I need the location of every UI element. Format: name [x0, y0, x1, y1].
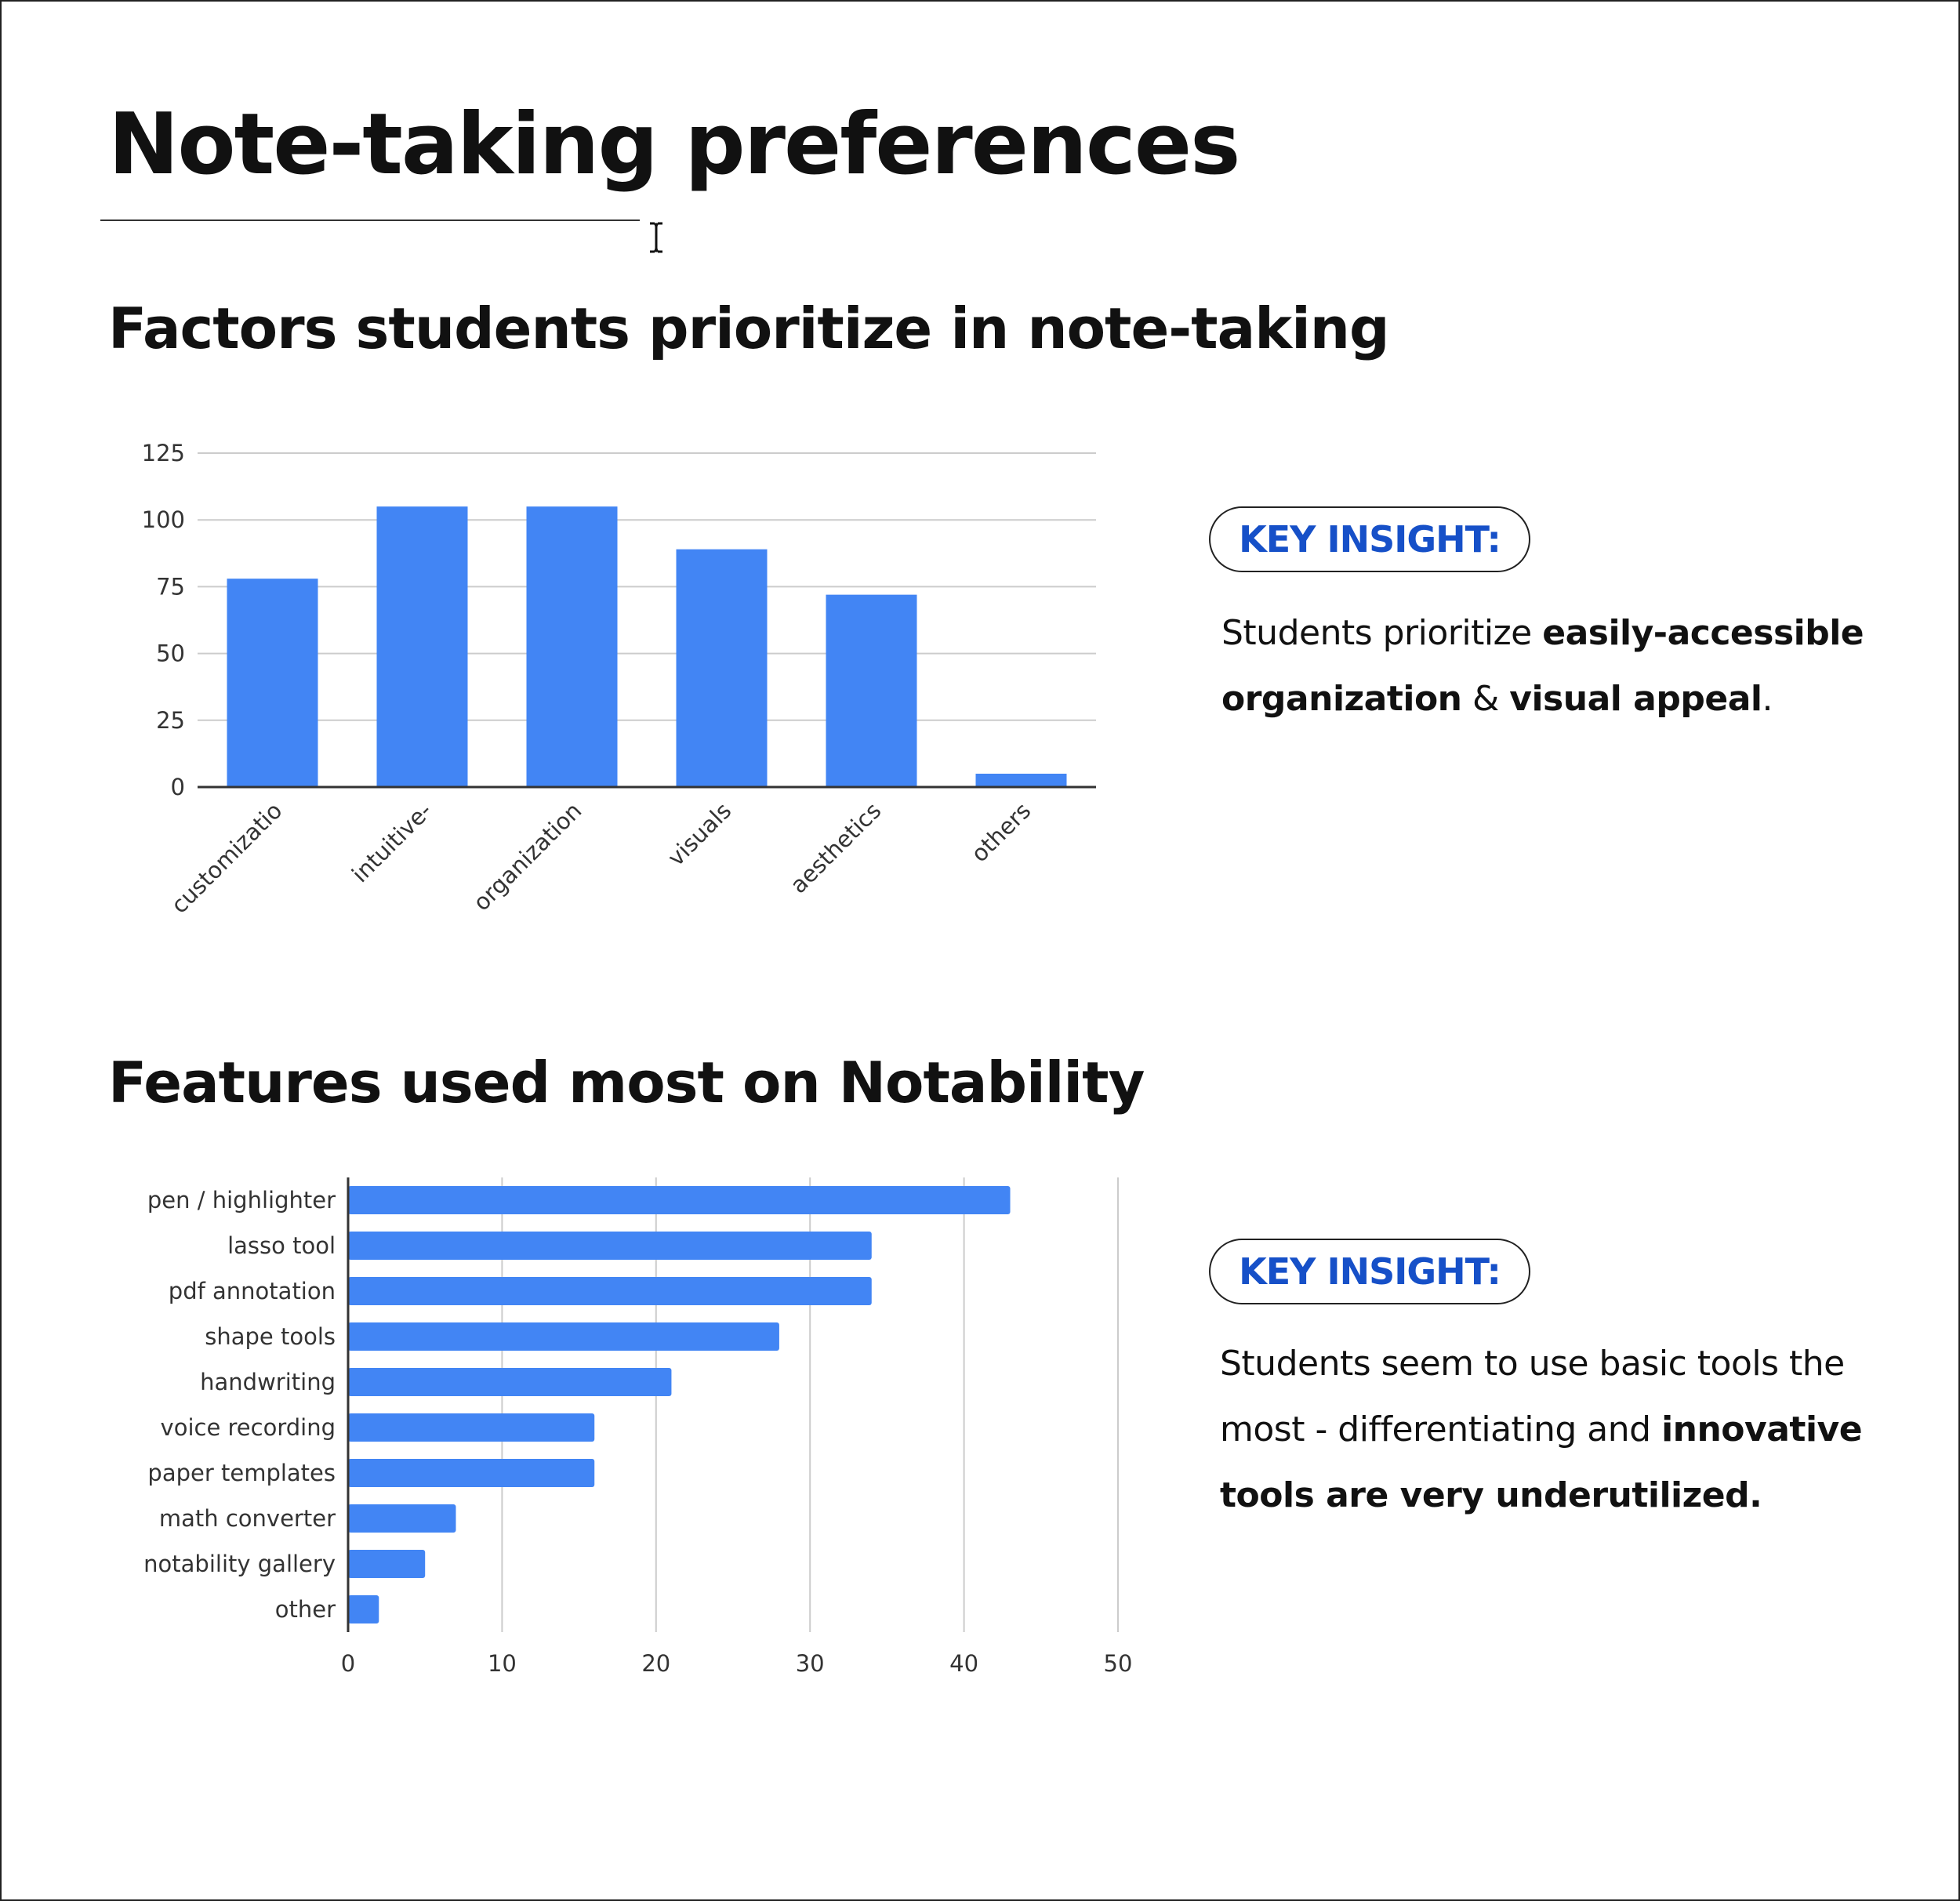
bar	[227, 579, 318, 787]
bar	[348, 1413, 595, 1442]
bar	[975, 773, 1067, 787]
y-tick-label: 100	[142, 506, 185, 533]
y-category-label: handwriting	[200, 1369, 336, 1395]
bar	[376, 506, 468, 787]
x-category-label: visuals	[662, 797, 737, 872]
bar	[348, 1550, 426, 1578]
y-category-label: math converter	[159, 1505, 336, 1532]
x-category-label: aesthetics	[785, 797, 886, 898]
factors-bar-chart: 0 25 50 75 100 125 customizatio intuitive-organ…	[142, 440, 1096, 919]
y-tick-label: 125	[142, 440, 185, 466]
x-category-label: intuitive-	[347, 797, 437, 887]
x-category-label: others	[966, 797, 1036, 867]
x-tick-label: 20	[641, 1650, 670, 1677]
bar	[348, 1368, 672, 1396]
bar	[526, 506, 618, 787]
x-category-label: organization	[468, 797, 587, 916]
bar	[676, 549, 768, 787]
y-tick-label: 0	[171, 774, 185, 800]
title-underline	[100, 219, 640, 221]
page-title: Note-taking preferences	[108, 96, 1240, 194]
y-category-label: paper templates	[147, 1460, 336, 1486]
x-tick-label: 50	[1104, 1650, 1133, 1677]
y-category-label: notability gallery	[143, 1551, 336, 1577]
bar	[826, 594, 917, 787]
section-heading-features: Features used most on Notability	[108, 1050, 1145, 1116]
x-tick-label: 0	[341, 1650, 355, 1677]
y-tick-label: 75	[156, 573, 185, 600]
x-category-label: customizatio	[166, 797, 288, 919]
y-category-label: voice recording	[161, 1414, 336, 1441]
key-insight-text: Students prioritize easily-accessible or…	[1221, 613, 1864, 719]
bar	[348, 1277, 872, 1305]
key-insight-text: Students seem to use basic tools the mos…	[1220, 1344, 1863, 1515]
key-insight-label: KEY INSIGHT:	[1209, 506, 1530, 572]
features-bar-chart: 0 10 20 30 40 50 pen / highlighter lasso tool pd…	[143, 1177, 1133, 1677]
bar	[348, 1595, 379, 1623]
y-category-label: pen / highlighter	[147, 1187, 336, 1214]
i-beam-cursor-icon	[650, 222, 662, 253]
y-category-label: shape tools	[205, 1323, 336, 1350]
y-category-label: pdf annotation	[169, 1278, 336, 1304]
bar	[348, 1504, 456, 1533]
y-category-label: lasso tool	[227, 1232, 336, 1259]
bar	[348, 1232, 872, 1260]
bar	[348, 1322, 779, 1351]
x-tick-label: 10	[488, 1650, 517, 1677]
y-tick-label: 25	[156, 707, 185, 734]
bar	[348, 1186, 1011, 1214]
y-tick-label: 50	[156, 640, 185, 667]
bar	[348, 1459, 595, 1487]
y-category-label: other	[275, 1596, 336, 1623]
section-heading-factors: Factors students prioritize in note-taki…	[108, 296, 1390, 361]
key-insight-label: KEY INSIGHT:	[1209, 1239, 1530, 1304]
x-tick-label: 30	[796, 1650, 825, 1677]
x-tick-label: 40	[949, 1650, 978, 1677]
